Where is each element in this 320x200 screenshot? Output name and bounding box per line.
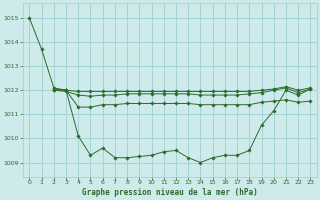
X-axis label: Graphe pression niveau de la mer (hPa): Graphe pression niveau de la mer (hPa) — [82, 188, 258, 197]
